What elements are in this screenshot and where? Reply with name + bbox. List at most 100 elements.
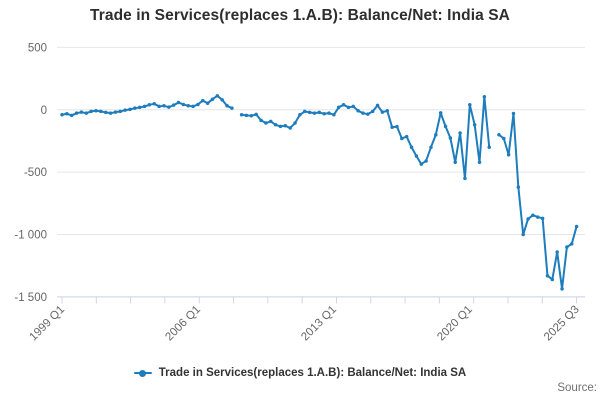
data-point-marker[interactable]: [565, 245, 569, 249]
data-point-marker[interactable]: [550, 277, 555, 282]
data-point-marker[interactable]: [225, 104, 229, 108]
data-point-marker[interactable]: [317, 110, 322, 115]
data-point-marker[interactable]: [336, 105, 341, 110]
data-point-marker[interactable]: [152, 102, 156, 106]
data-point-marker[interactable]: [468, 103, 472, 107]
data-point-marker[interactable]: [482, 94, 487, 99]
data-point-marker[interactable]: [322, 112, 326, 116]
data-point-marker[interactable]: [142, 104, 147, 109]
data-point-marker[interactable]: [84, 111, 89, 115]
data-point-marker[interactable]: [181, 102, 186, 107]
data-point-marker[interactable]: [526, 217, 530, 221]
data-point-marker[interactable]: [302, 109, 307, 114]
data-point-marker[interactable]: [298, 113, 302, 117]
data-point-marker[interactable]: [545, 273, 550, 278]
data-point-marker[interactable]: [511, 111, 516, 116]
data-point-marker[interactable]: [448, 136, 453, 140]
data-point-marker[interactable]: [366, 112, 370, 116]
data-point-marker[interactable]: [205, 101, 210, 105]
data-point-marker[interactable]: [327, 111, 331, 115]
data-point-marker[interactable]: [94, 109, 98, 113]
data-point-marker[interactable]: [395, 124, 399, 129]
data-point-marker[interactable]: [201, 98, 205, 103]
data-point-marker[interactable]: [269, 119, 273, 124]
data-point-marker[interactable]: [346, 105, 351, 110]
data-point-marker[interactable]: [341, 103, 346, 107]
data-point-marker[interactable]: [516, 185, 521, 189]
data-point-marker[interactable]: [157, 104, 161, 109]
data-point-marker[interactable]: [370, 109, 375, 114]
data-point-marker[interactable]: [385, 109, 390, 113]
data-point-marker[interactable]: [254, 112, 258, 117]
data-point-marker[interactable]: [210, 97, 215, 101]
data-point-marker[interactable]: [230, 106, 234, 110]
data-point-marker[interactable]: [307, 110, 312, 115]
data-point-marker[interactable]: [487, 145, 491, 149]
data-point-marker[interactable]: [118, 109, 123, 114]
data-point-marker[interactable]: [536, 215, 540, 219]
data-point-marker[interactable]: [137, 105, 142, 110]
data-point-marker[interactable]: [429, 145, 433, 149]
data-point-marker[interactable]: [147, 103, 152, 107]
data-point-marker[interactable]: [555, 250, 559, 254]
data-point-marker[interactable]: [506, 152, 511, 157]
data-point-marker[interactable]: [283, 124, 288, 128]
data-point-marker[interactable]: [497, 133, 501, 137]
data-point-marker[interactable]: [404, 134, 409, 139]
data-point-marker[interactable]: [531, 213, 535, 217]
data-point-marker[interactable]: [128, 107, 132, 112]
data-point-marker[interactable]: [570, 242, 574, 246]
data-point-marker[interactable]: [293, 121, 297, 125]
data-point-marker[interactable]: [502, 136, 506, 141]
data-point-marker[interactable]: [380, 110, 385, 114]
data-point-marker[interactable]: [521, 232, 525, 237]
data-point-marker[interactable]: [108, 111, 113, 115]
data-point-marker[interactable]: [133, 106, 137, 110]
data-point-marker[interactable]: [113, 110, 118, 114]
data-point-marker[interactable]: [89, 109, 93, 114]
data-point-marker[interactable]: [434, 133, 438, 137]
data-point-marker[interactable]: [419, 162, 424, 166]
data-point-marker[interactable]: [424, 159, 428, 163]
data-point-marker[interactable]: [361, 111, 365, 115]
data-point-marker[interactable]: [332, 113, 336, 117]
data-point-marker[interactable]: [99, 109, 103, 114]
data-point-marker[interactable]: [239, 113, 244, 117]
data-point-marker[interactable]: [162, 104, 166, 108]
data-point-marker[interactable]: [351, 104, 356, 109]
data-point-marker[interactable]: [220, 98, 224, 102]
data-point-marker[interactable]: [259, 118, 263, 123]
data-point-marker[interactable]: [244, 113, 249, 118]
data-point-marker[interactable]: [103, 110, 108, 115]
series-line[interactable]: [61, 94, 578, 290]
data-point-marker[interactable]: [390, 125, 394, 130]
data-point-marker[interactable]: [409, 145, 414, 149]
data-point-marker[interactable]: [312, 111, 317, 115]
data-point-marker[interactable]: [79, 110, 84, 114]
data-point-marker[interactable]: [273, 123, 278, 127]
data-point-marker[interactable]: [196, 102, 200, 107]
data-point-marker[interactable]: [176, 100, 181, 105]
data-point-marker[interactable]: [69, 113, 74, 118]
data-point-marker[interactable]: [288, 126, 292, 130]
data-point-marker[interactable]: [249, 114, 254, 118]
data-point-marker[interactable]: [74, 111, 79, 115]
data-point-marker[interactable]: [375, 103, 380, 108]
data-point-marker[interactable]: [453, 160, 457, 164]
data-point-marker[interactable]: [60, 113, 64, 117]
data-point-marker[interactable]: [574, 224, 579, 229]
data-point-marker[interactable]: [472, 123, 477, 127]
data-point-marker[interactable]: [278, 124, 283, 129]
data-point-marker[interactable]: [463, 176, 467, 181]
legend-item[interactable]: Trade in Services(replaces 1.A.B): Balan…: [0, 364, 600, 382]
data-point-marker[interactable]: [477, 160, 482, 164]
data-point-marker[interactable]: [458, 131, 462, 135]
data-point-marker[interactable]: [438, 111, 443, 115]
data-point-marker[interactable]: [560, 287, 564, 291]
data-point-marker[interactable]: [167, 105, 171, 109]
data-point-marker[interactable]: [215, 94, 220, 98]
data-point-marker[interactable]: [356, 109, 360, 113]
data-point-marker[interactable]: [540, 216, 545, 221]
data-point-marker[interactable]: [171, 103, 176, 107]
data-point-marker[interactable]: [264, 121, 268, 125]
